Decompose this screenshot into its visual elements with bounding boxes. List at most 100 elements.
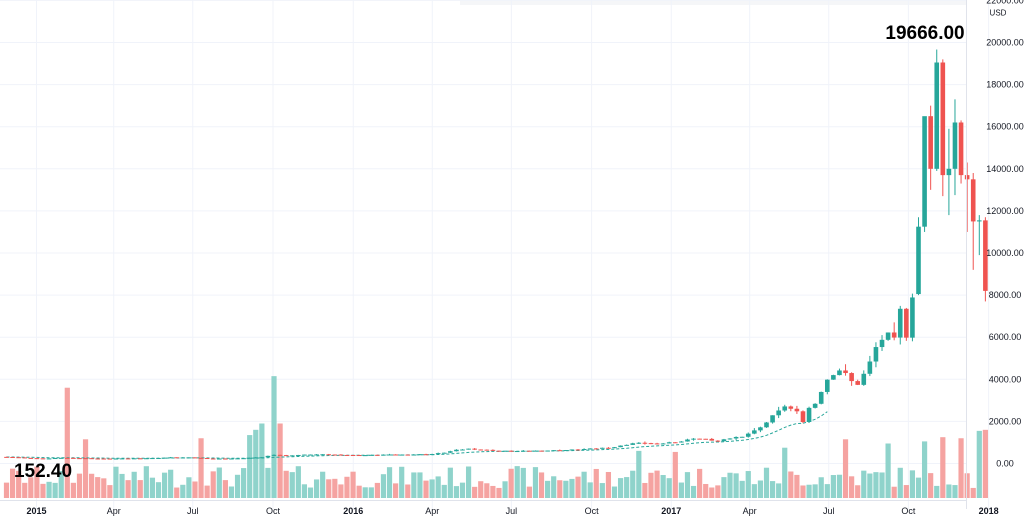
volume-bar <box>940 437 946 498</box>
candle-body <box>113 458 119 460</box>
candle-body <box>107 458 113 460</box>
volume-bar <box>909 470 916 498</box>
volume-bar <box>593 468 599 498</box>
candle-body <box>393 454 398 456</box>
candle-body <box>210 458 216 460</box>
low-price-annotation: 152.40 <box>14 461 72 482</box>
volume-bar <box>849 476 855 498</box>
candle-body <box>95 458 100 460</box>
candle-body <box>350 454 356 456</box>
volume-bar <box>174 487 180 498</box>
candle-body <box>265 455 271 458</box>
volume-bar <box>186 477 192 498</box>
time-tick-label: 2015 <box>26 506 46 516</box>
candle-body <box>818 391 824 404</box>
candle-body <box>910 297 915 338</box>
volume-bar <box>9 468 16 498</box>
volume-bar <box>344 476 350 498</box>
candle-body <box>788 406 794 409</box>
candle-body <box>660 443 666 445</box>
price-axis[interactable]: 0.00 2000.00 4000.00 6000.00 8000.00 10000.00… <box>966 0 1024 509</box>
candle-body <box>125 458 131 460</box>
candle-body <box>223 458 228 460</box>
time-tick-label: 2016 <box>343 506 363 516</box>
volume-bar <box>307 487 314 498</box>
volume-bar <box>362 487 368 498</box>
candlestick-series <box>4 49 988 460</box>
candle-body <box>58 457 64 459</box>
volume-bar <box>763 467 770 498</box>
price-axis-border <box>966 0 967 509</box>
candle-body <box>137 458 143 460</box>
candle-body <box>326 454 332 456</box>
candle-body <box>648 443 654 445</box>
volume-bar <box>472 486 478 498</box>
time-axis-border <box>0 500 966 501</box>
time-tick-label: Jul <box>823 506 835 516</box>
candle-body <box>156 457 161 459</box>
price-tick-label: 8000.00 <box>989 290 1022 300</box>
volume-bar <box>435 476 441 498</box>
candle-body <box>247 457 252 459</box>
volume-bar <box>757 480 764 498</box>
volume-bar <box>113 466 119 498</box>
candle-body <box>770 415 775 423</box>
time-axis[interactable]: 2015 Apr Jul Oct 2016 Apr Jul Oct 2017 Apr Jul Oct 2… <box>0 500 999 516</box>
candle-body <box>162 457 167 459</box>
candle-body <box>849 373 854 382</box>
volume-bar <box>532 467 539 498</box>
volume-bar <box>40 483 46 498</box>
volume-bar <box>599 483 605 498</box>
candle-body <box>28 457 34 459</box>
candle-body <box>508 450 514 452</box>
volume-bar <box>131 471 137 498</box>
volume-bar <box>806 484 812 498</box>
time-tick-label: Apr <box>743 506 757 516</box>
candle-body <box>71 457 76 459</box>
candle-body <box>733 436 739 439</box>
price-tick-label: 22000.00 <box>986 0 1024 5</box>
candle-body <box>739 436 745 438</box>
volume-bar <box>447 467 453 498</box>
volume-bar <box>168 469 174 498</box>
volume-bar <box>715 485 721 498</box>
currency-label: USD <box>990 9 1007 18</box>
candle-body <box>271 454 277 456</box>
volume-bar <box>545 480 551 498</box>
volume-bar <box>119 473 125 498</box>
volume-bar <box>453 486 460 498</box>
volume-bar <box>520 467 526 498</box>
volume-bar <box>399 466 405 498</box>
volume-bar <box>107 485 113 498</box>
candle-body <box>338 454 344 456</box>
volume-bar <box>155 482 162 498</box>
candle-body <box>441 452 447 454</box>
volume-bar <box>393 483 399 498</box>
candle-body <box>539 450 544 452</box>
volume-bar <box>228 486 235 498</box>
volume-bar <box>405 484 411 498</box>
volume-bar <box>824 484 830 498</box>
volume-bar <box>800 485 806 498</box>
volume-bar <box>101 478 107 498</box>
volume-bar <box>356 485 362 498</box>
candle-body <box>782 406 788 411</box>
volume-bar <box>928 473 934 498</box>
volume-bar <box>551 476 557 498</box>
time-tick-label: Apr <box>107 506 121 516</box>
candle-body <box>581 449 587 451</box>
volume-bar <box>82 439 89 498</box>
volume-bar <box>557 480 563 498</box>
volume-bar <box>964 473 970 498</box>
volume-bar <box>277 423 283 498</box>
candle-body <box>369 454 374 456</box>
candle-body <box>752 430 757 434</box>
candle-body <box>314 454 319 456</box>
candle-body <box>600 447 605 449</box>
volume-bar <box>873 472 879 498</box>
candle-body <box>934 62 940 169</box>
volume-bar <box>776 483 782 498</box>
candle-body <box>654 443 660 445</box>
candle-body <box>235 458 240 460</box>
